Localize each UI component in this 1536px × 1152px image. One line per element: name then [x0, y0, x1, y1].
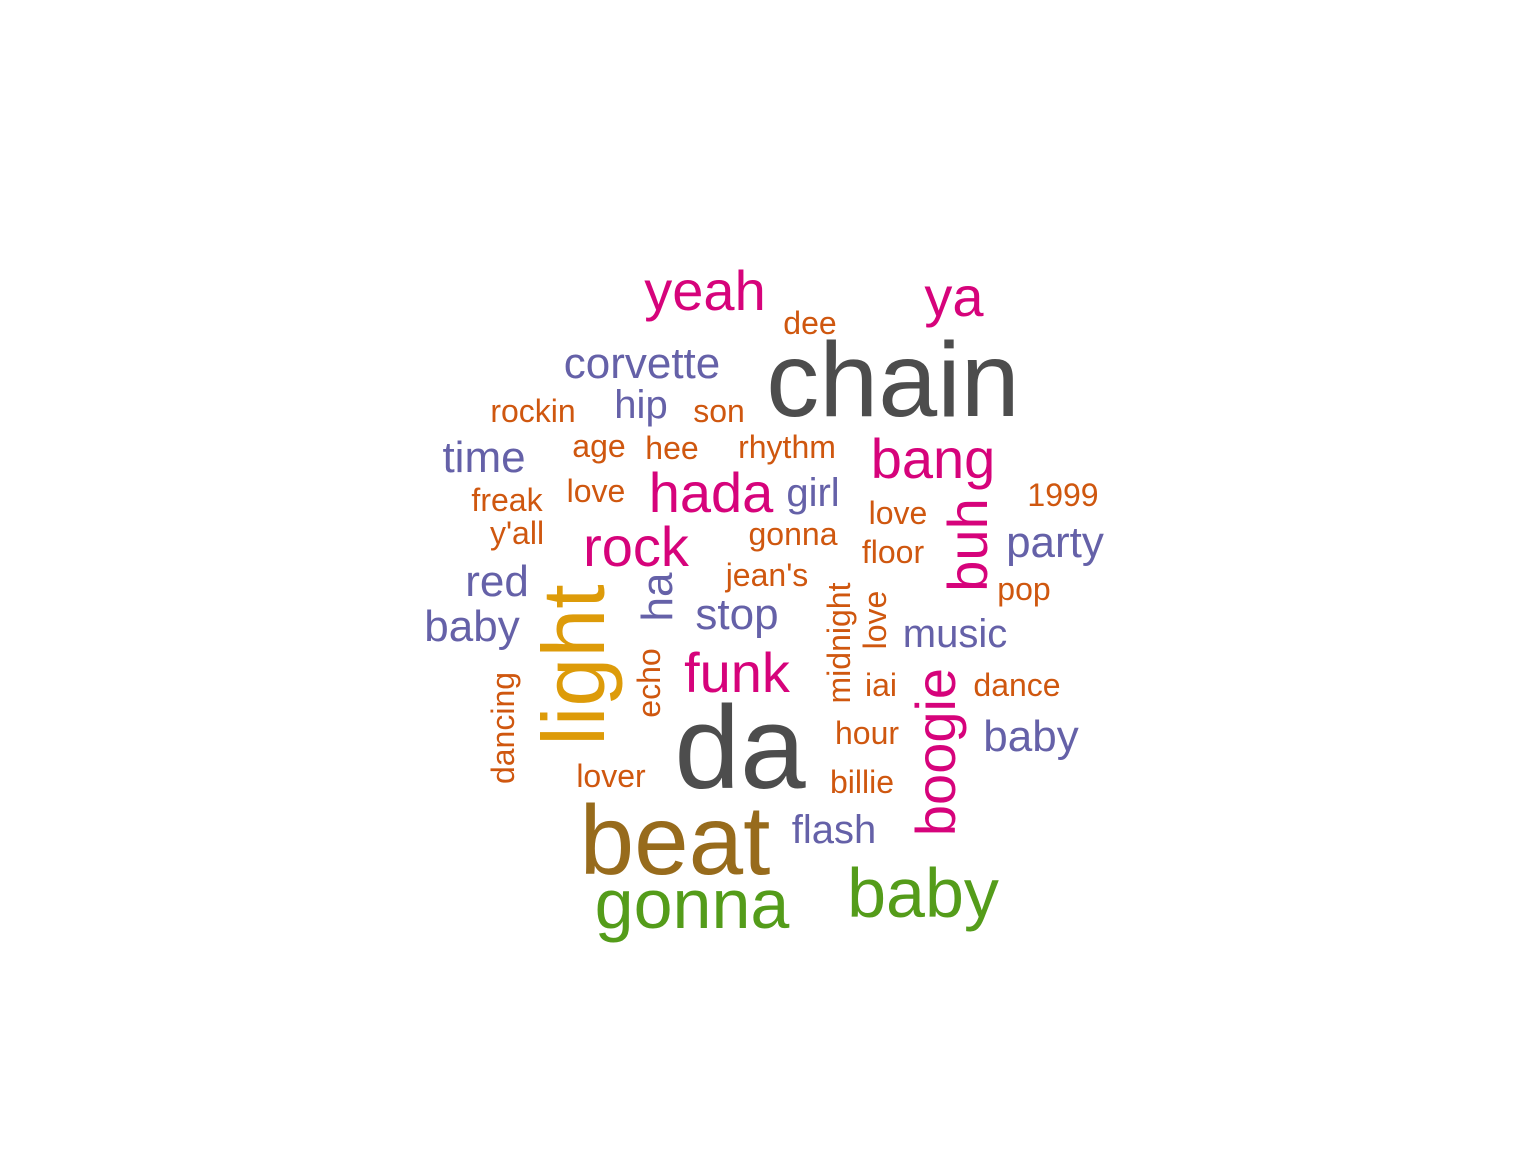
- word-boogie-13: boogie: [904, 667, 967, 837]
- word-da-1: da: [674, 682, 806, 814]
- word-love-42: love: [857, 590, 893, 650]
- word-gonna-4: gonna: [594, 865, 790, 943]
- word-rhythm-31: rhythm: [738, 429, 836, 465]
- word-baby-18: baby: [424, 602, 520, 651]
- word-ya-7: ya: [924, 265, 984, 328]
- word-y-all-36: y'all: [489, 515, 545, 551]
- word-hip-22: hip: [614, 383, 668, 427]
- word-beat-2: beat: [579, 785, 771, 895]
- word-party-20: party: [1006, 518, 1104, 567]
- word-music-24: music: [902, 612, 1008, 656]
- word-age-29: age: [572, 428, 626, 464]
- word-chain-0: chain: [766, 321, 1020, 439]
- word-baby-5: baby: [847, 854, 999, 932]
- word-1999-34: 1999: [1027, 477, 1099, 513]
- word-rock-11: rock: [583, 515, 689, 578]
- word-hour-47: hour: [834, 715, 900, 751]
- word-pop-40: pop: [997, 571, 1051, 607]
- word-red-17: red: [465, 557, 529, 606]
- word-gonna-37: gonna: [748, 516, 838, 552]
- word-dee-26: dee: [783, 305, 837, 341]
- word-stop-19: stop: [695, 590, 779, 639]
- word-ha-14: ha: [633, 572, 682, 622]
- word-light-3: light: [524, 584, 623, 746]
- word-baby-21: baby: [983, 712, 1079, 761]
- word-floor-38: floor: [861, 534, 925, 570]
- word-billie-49: billie: [829, 764, 895, 800]
- word-love-35: love: [868, 495, 928, 531]
- word-iai-44: iai: [864, 667, 898, 703]
- word-hada-9: hada: [648, 461, 774, 524]
- word-echo-43: echo: [631, 648, 667, 718]
- word-flash-25: flash: [791, 808, 877, 852]
- word-jean-s-39: jean's: [725, 557, 809, 593]
- word-rockin-27: rockin: [490, 393, 576, 429]
- word-son-28: son: [693, 393, 745, 429]
- word-bang-10: bang: [870, 427, 996, 490]
- word-hee-30: hee: [645, 430, 699, 466]
- word-lover-48: lover: [576, 758, 646, 794]
- word-dance-45: dance: [973, 667, 1061, 703]
- word-time-16: time: [442, 433, 526, 482]
- word-buh-12: buh: [936, 498, 999, 592]
- word-funk-8: funk: [684, 641, 790, 704]
- word-girl-23: girl: [786, 471, 840, 515]
- word-dancing-46: dancing: [485, 671, 521, 785]
- word-love-33: love: [566, 473, 626, 509]
- word-yeah-6: yeah: [644, 259, 766, 322]
- word-corvette-15: corvette: [563, 339, 721, 388]
- word-midnight-41: midnight: [821, 582, 857, 704]
- word-freak-32: freak: [471, 482, 543, 518]
